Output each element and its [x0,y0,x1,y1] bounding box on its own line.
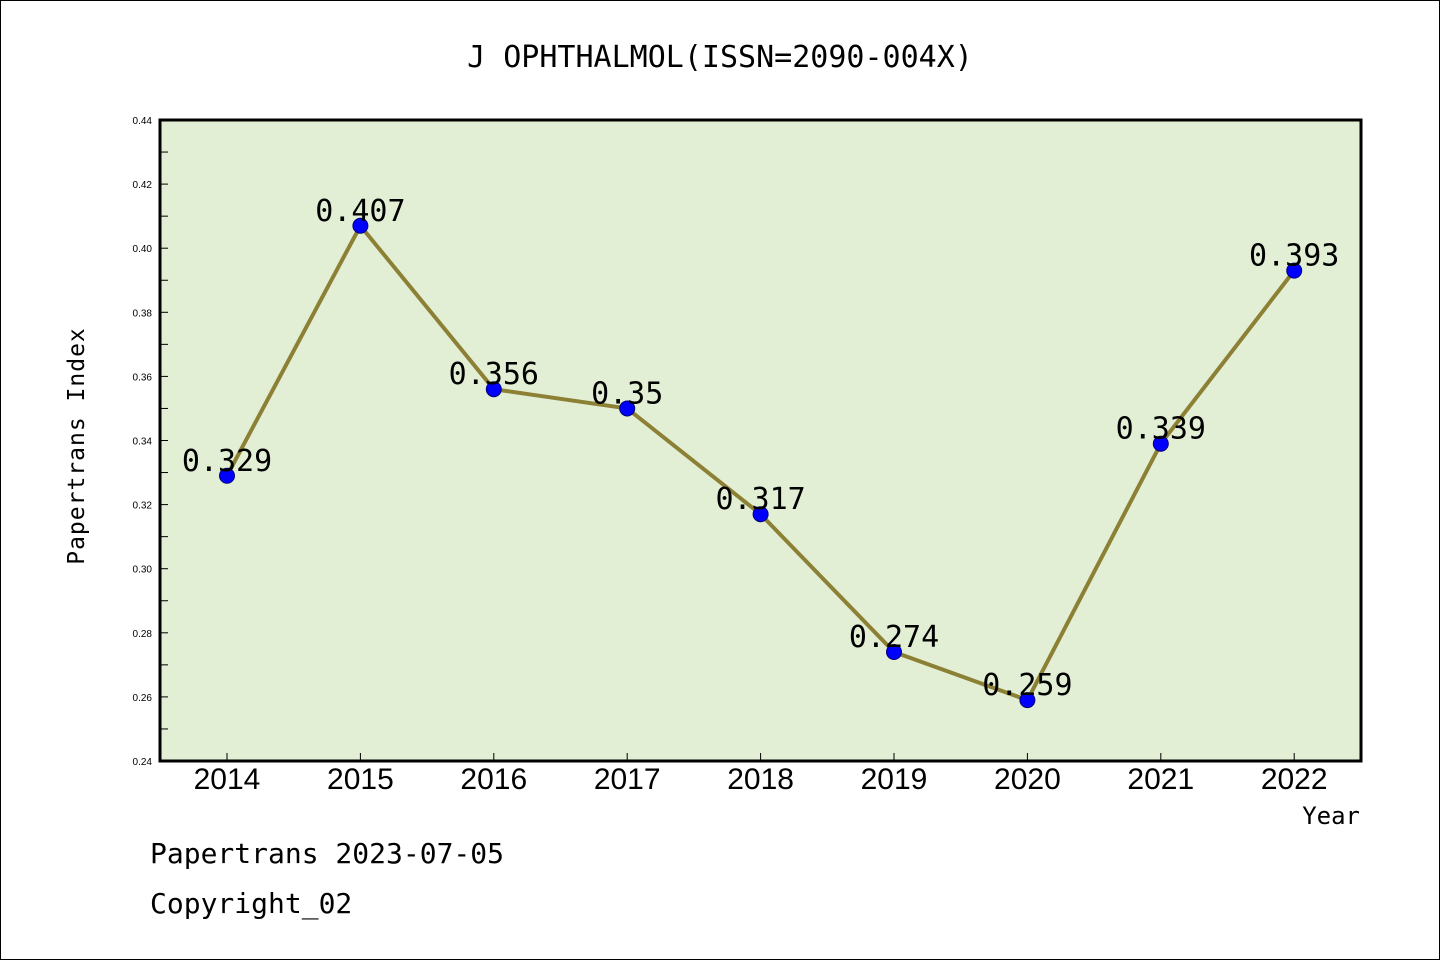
y-tick-label: 0.32 [133,501,153,512]
x-tick-label: 2014 [194,763,261,796]
data-point [619,400,636,417]
y-tick-label: 0.36 [133,372,153,383]
x-tick-label: 2020 [994,763,1061,796]
data-label: 0.259 [982,668,1072,703]
data-label: 0.339 [1116,412,1206,447]
data-point [352,217,369,234]
y-tick-label: 0.40 [133,244,153,255]
data-label: 0.329 [182,444,272,479]
y-tick-label: 0.34 [133,437,153,448]
x-tick-label: 2019 [861,763,928,796]
x-tick-label: 2021 [1127,763,1194,796]
data-label: 0.407 [315,194,405,229]
footer-copyright: Copyright_02 [150,887,352,921]
data-label: 0.274 [849,620,939,655]
y-tick-label: 0.26 [133,693,153,704]
x-axis: 2014 2015 2016 2017 2018 2019 2020 2021 2022 [194,753,1328,796]
data-labels: 0.329 0.407 0.356 0.35 0.317 0.274 0.259 0.339 0… [182,194,1340,703]
x-axis-label: Year [1302,802,1360,830]
data-label: 0.317 [715,482,805,517]
x-tick-label: 2018 [727,763,794,796]
data-point [752,506,769,523]
data-point [485,381,502,398]
footer-date: Papertrans 2023-07-05 [150,837,504,870]
y-tick-label: 0.44 [133,116,153,127]
chart-title: J OPHTHALMOL(ISSN=2090-004X) [467,40,973,75]
data-point [1152,435,1169,452]
y-axis-label: Papertrans Index [64,327,90,565]
x-tick-label: 2022 [1261,763,1328,796]
x-tick-label: 2017 [594,763,661,796]
y-tick-label: 0.38 [133,308,153,319]
data-point [219,467,235,484]
data-point [886,644,902,661]
data-label: 0.356 [449,357,539,392]
data-label: 0.35 [591,376,663,411]
y-tick-label: 0.28 [133,629,153,640]
y-tick-label: 0.42 [133,180,153,191]
y-tick-label: 0.24 [133,757,153,768]
y-axis: 0.24 0.26 0.28 0.30 0.32 0.34 0.36 0.38 0.40 0.42… [133,116,168,768]
data-markers [219,217,1303,709]
data-point [1019,692,1036,709]
y-tick-label: 0.30 [133,565,153,576]
data-label: 0.393 [1249,239,1339,274]
x-tick-label: 2016 [460,763,527,796]
data-point [1286,262,1303,279]
x-tick-label: 2015 [327,763,394,796]
